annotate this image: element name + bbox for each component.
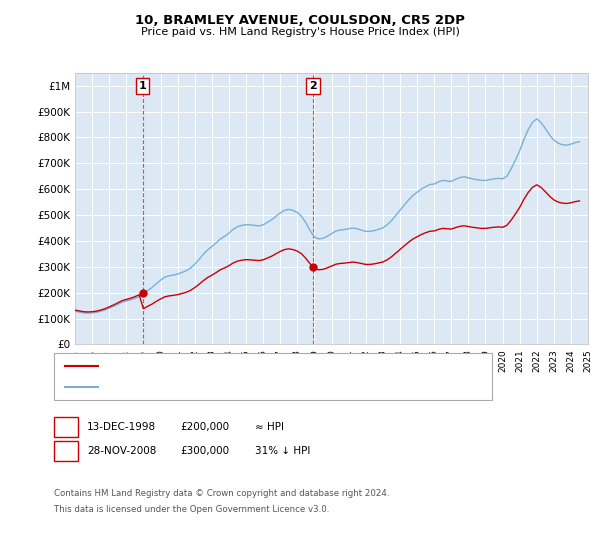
Text: 13-DEC-1998: 13-DEC-1998 <box>87 422 156 432</box>
Text: 10, BRAMLEY AVENUE, COULSDON, CR5 2DP: 10, BRAMLEY AVENUE, COULSDON, CR5 2DP <box>135 14 465 27</box>
Text: This data is licensed under the Open Government Licence v3.0.: This data is licensed under the Open Gov… <box>54 505 329 514</box>
Text: £200,000: £200,000 <box>180 422 229 432</box>
Text: 1: 1 <box>139 81 146 91</box>
Text: 2: 2 <box>309 81 317 91</box>
Text: £300,000: £300,000 <box>180 446 229 456</box>
Text: 31% ↓ HPI: 31% ↓ HPI <box>255 446 310 456</box>
Text: Contains HM Land Registry data © Crown copyright and database right 2024.: Contains HM Land Registry data © Crown c… <box>54 489 389 498</box>
Text: 28-NOV-2008: 28-NOV-2008 <box>87 446 157 456</box>
Text: 1: 1 <box>62 422 70 432</box>
Text: HPI: Average price, detached house, Croydon: HPI: Average price, detached house, Croy… <box>104 382 329 392</box>
Text: Price paid vs. HM Land Registry's House Price Index (HPI): Price paid vs. HM Land Registry's House … <box>140 27 460 37</box>
Text: 10, BRAMLEY AVENUE, COULSDON, CR5 2DP (detached house): 10, BRAMLEY AVENUE, COULSDON, CR5 2DP (d… <box>104 361 416 371</box>
Text: ≈ HPI: ≈ HPI <box>255 422 284 432</box>
Text: 2: 2 <box>62 446 70 456</box>
